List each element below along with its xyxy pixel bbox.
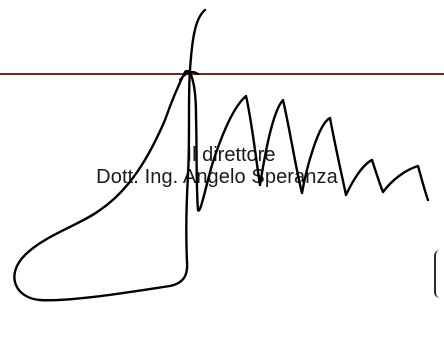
edge-bracket — [434, 250, 444, 298]
signatory-name: Dott. Ing. Angelo Speranza — [96, 166, 338, 188]
horizontal-rule — [0, 73, 444, 75]
signatory-title: Il direttore — [186, 144, 276, 166]
signature-block: Il direttore Dott. Ing. Angelo Speranza — [0, 144, 444, 188]
